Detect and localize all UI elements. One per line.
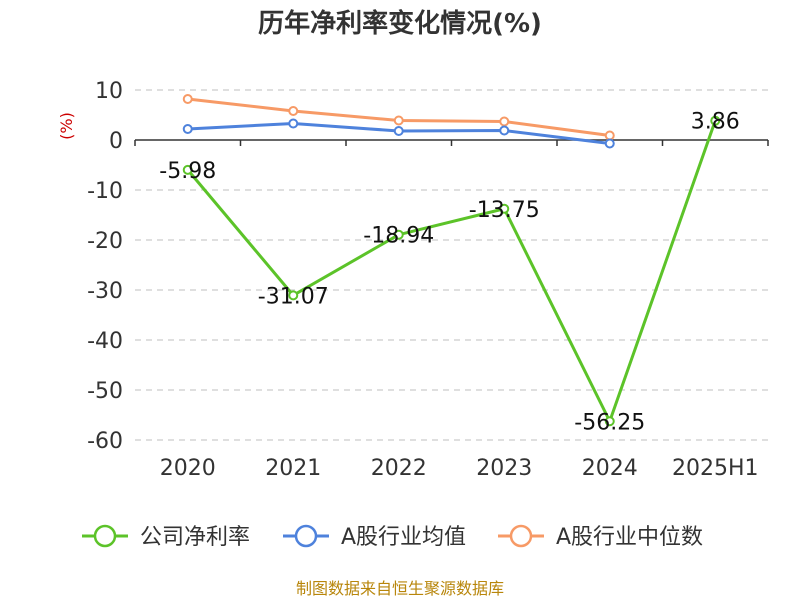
- legend: 公司净利率 A股行业均值 A股行业中位数: [82, 524, 703, 550]
- data-point: [710, 115, 721, 126]
- data-point: [182, 94, 193, 104]
- data-labels: -5.98 -31.07 -18.94 -13.75 -56.25 3.86: [159, 110, 739, 436]
- y-tick-label: -60: [87, 429, 123, 454]
- data-label: -56.25: [574, 410, 645, 435]
- y-tick-label: 0: [109, 129, 123, 154]
- x-tick-label: 2022: [371, 456, 427, 481]
- legend-marker: [294, 524, 318, 548]
- source-note: 制图数据来自恒生聚源数据库: [296, 579, 504, 598]
- y-tick-label: 10: [95, 79, 123, 104]
- x-tick-label: 2021: [265, 456, 321, 481]
- x-tick-label: 2025H1: [672, 456, 759, 481]
- y-tick-label: -20: [87, 229, 123, 254]
- y-tick-label: -50: [87, 379, 123, 404]
- y-tick-label: -10: [87, 179, 123, 204]
- x-tick-label: 2024: [582, 456, 638, 481]
- data-point: [499, 125, 510, 136]
- data-label: -18.94: [363, 224, 434, 249]
- data-label: -31.07: [258, 284, 329, 309]
- data-point: [604, 416, 615, 427]
- y-tick-label: -30: [87, 279, 123, 304]
- data-point: [499, 116, 510, 127]
- data-point: [288, 118, 299, 129]
- y-tick-label: -40: [87, 329, 123, 354]
- data-point: [288, 106, 299, 116]
- x-tick-label: 2020: [160, 456, 216, 481]
- axes: 10 0 -10 -20 -30 -40 -50 -60 2020 2021 2022 2023 202…: [87, 79, 769, 481]
- legend-marker: [93, 524, 117, 548]
- legend-marker: [509, 524, 533, 548]
- series-line: [186, 120, 717, 423]
- data-point: [393, 229, 404, 240]
- data-point: [604, 138, 615, 149]
- chart-title: 历年净利率变化情况(%): [258, 8, 542, 39]
- legend-label: 公司净利率: [140, 525, 250, 550]
- data-point: [393, 126, 404, 136]
- data-point: [288, 290, 299, 301]
- data-point: [182, 124, 193, 134]
- legend-label: A股行业中位数: [556, 525, 703, 550]
- data-label: -5.98: [159, 159, 216, 184]
- data-point: [182, 164, 193, 175]
- data-point: [604, 130, 615, 141]
- data-point: [499, 203, 510, 214]
- data-label: -13.75: [469, 198, 540, 223]
- legend-label: A股行业均值: [341, 525, 466, 550]
- y-axis-unit: (%): [57, 112, 76, 140]
- data-label: 3.86: [691, 110, 740, 135]
- series-lines: [182, 94, 721, 427]
- x-tick-label: 2023: [476, 456, 532, 481]
- data-point: [393, 115, 404, 126]
